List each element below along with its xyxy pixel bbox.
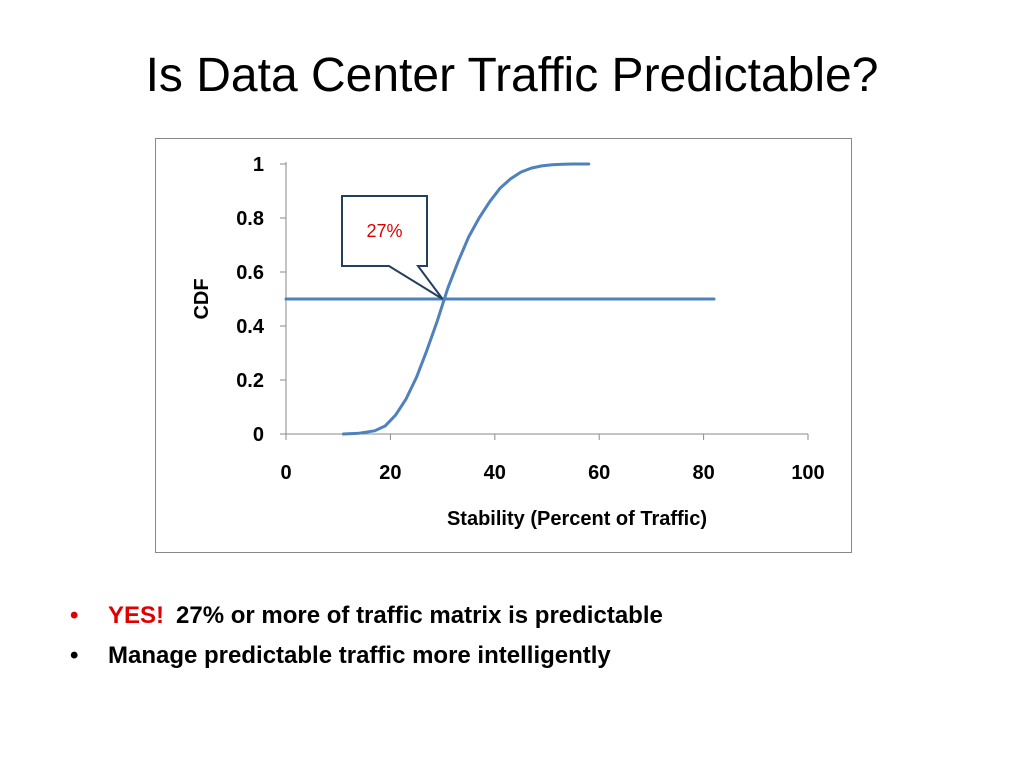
bullet-highlight: YES! xyxy=(108,602,165,629)
bullet-item: • YES! 27% or more of traffic matrix is … xyxy=(70,602,970,642)
x-tick-label: 60 xyxy=(588,462,610,484)
bullet-item: • Manage predictable traffic more intell… xyxy=(70,642,970,682)
cdf-chart: 27% 0 0.2 0.4 0.6 0.8 1 0 20 40 60 80 100 Stability … xyxy=(191,154,825,530)
y-tick-label: 0.8 xyxy=(236,208,264,230)
y-tick-label: 0 xyxy=(253,424,264,446)
callout-label: 27% xyxy=(366,221,402,241)
x-tick-label: 20 xyxy=(379,462,401,484)
bullet-text: Manage predictable traffic more intellig… xyxy=(108,642,611,669)
x-tick-label: 40 xyxy=(484,462,506,484)
y-tick-label: 0.4 xyxy=(236,316,265,338)
slide-title: Is Data Center Traffic Predictable? xyxy=(145,49,879,102)
callout-box xyxy=(341,195,444,300)
bullet-text: 27% or more of traffic matrix is predict… xyxy=(176,602,663,629)
y-tick-label: 1 xyxy=(253,154,264,176)
x-tick-label: 0 xyxy=(280,462,291,484)
y-tick-label: 0.2 xyxy=(236,370,264,392)
cdf-curve xyxy=(341,162,591,436)
callout: 27% xyxy=(341,195,444,300)
bullet-list: • YES! 27% or more of traffic matrix is … xyxy=(70,602,970,682)
x-axis-title: Stability (Percent of Traffic) xyxy=(447,508,707,530)
y-tick-label: 0.6 xyxy=(236,262,264,284)
x-tick-label: 80 xyxy=(692,462,714,484)
chart-labels: 0 0.2 0.4 0.6 0.8 1 0 20 40 60 80 100 Stability (Per… xyxy=(191,154,825,530)
y-axis-title: CDF xyxy=(191,278,213,319)
bullet-marker: • xyxy=(70,642,79,669)
x-tick-label: 100 xyxy=(791,462,824,484)
chart-series xyxy=(284,162,716,436)
chart-frame: 27% 0 0.2 0.4 0.6 0.8 1 0 20 40 60 80 100 Stability … xyxy=(155,138,852,553)
bullet-marker: • xyxy=(70,602,79,629)
